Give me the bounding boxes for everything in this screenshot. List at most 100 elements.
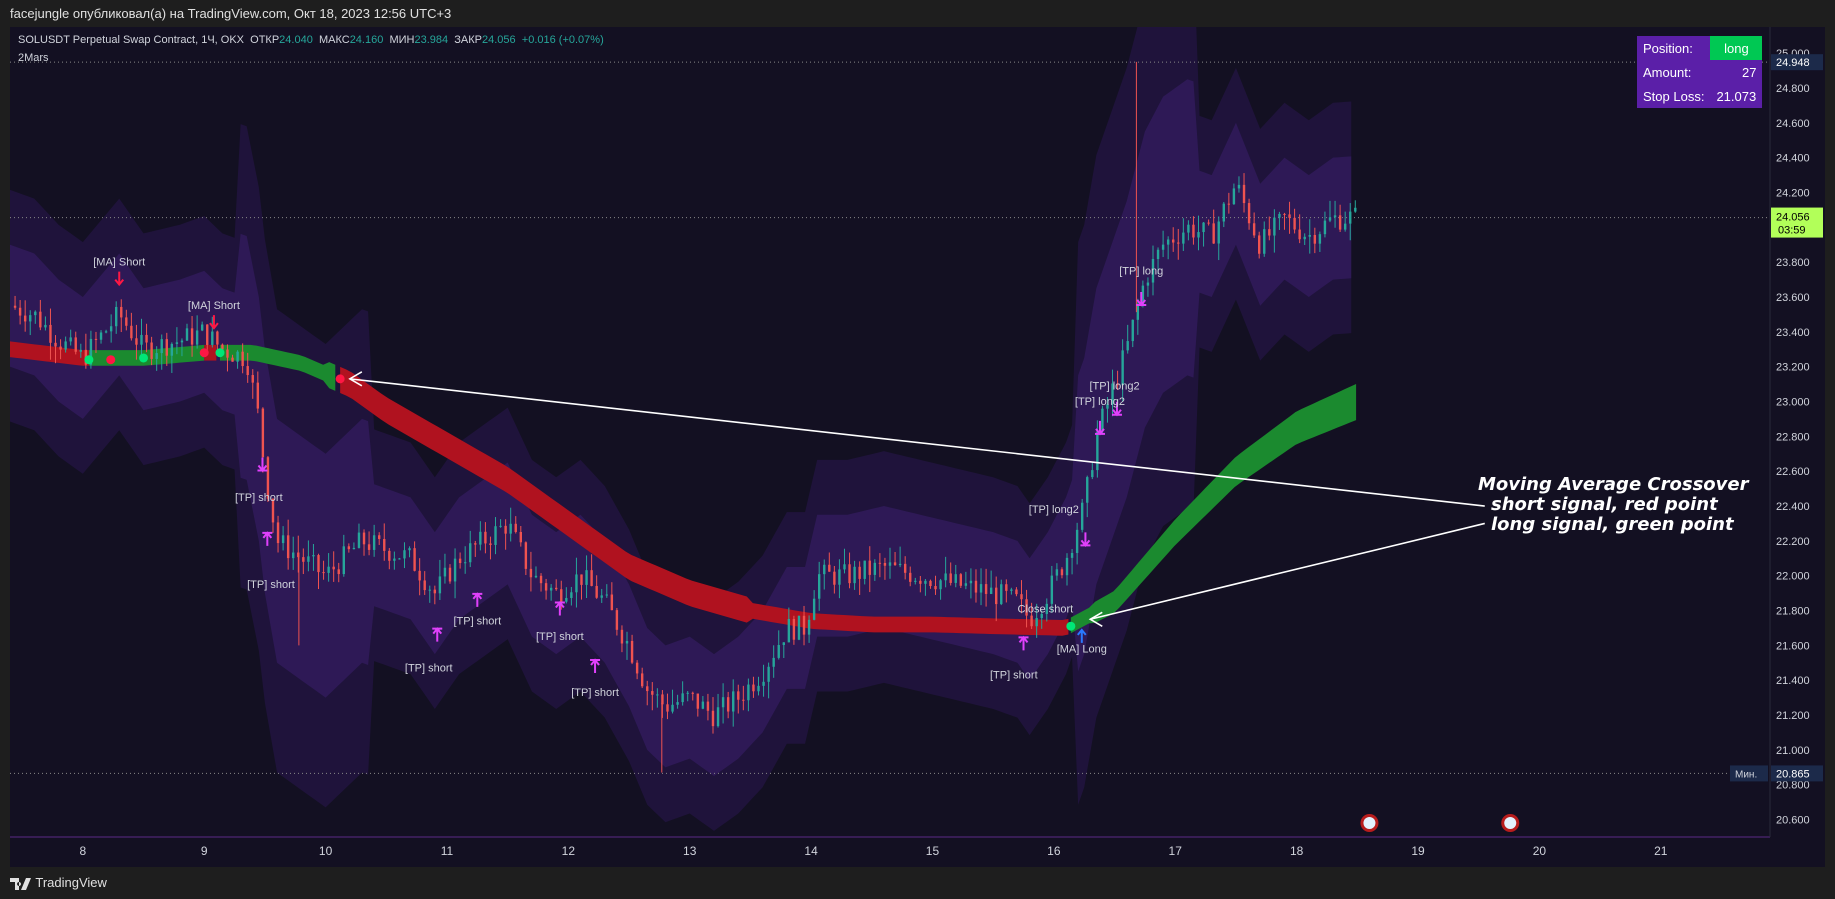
take-profit-marker[interactable] [1094,420,1105,436]
candle [802,605,806,646]
take-profit-marker[interactable] [262,531,273,546]
candle-body [671,704,674,712]
candle [1065,553,1069,586]
candle-body [302,557,305,562]
candle-body [706,701,710,711]
candle [458,552,462,569]
tradingview-logo[interactable]: TradingView [10,867,107,899]
candle-body [1172,239,1175,243]
candle-body [423,580,426,591]
candle [732,679,735,727]
take-profit-marker[interactable] [590,658,601,674]
candle [909,566,912,587]
candle-body [276,522,280,544]
candle [1217,216,1220,261]
candle [807,615,811,643]
candle [1075,522,1079,565]
amount-label: Amount: [1643,64,1692,80]
candle [1030,602,1033,630]
candle [661,690,664,718]
candle-body [89,338,93,365]
candle-body [1060,569,1064,576]
candle-body [509,523,512,534]
candle [120,299,123,333]
ma-short-signal-point[interactable] [106,355,116,365]
take-profit-marker[interactable] [1111,401,1122,417]
candle [332,551,335,582]
indicator-name[interactable]: 2Mars [18,52,49,64]
candle-body [640,673,644,687]
take-profit-marker[interactable] [257,457,268,473]
candle-body [565,597,568,602]
candle [762,664,765,697]
candle-body [1091,470,1094,478]
take-profit-marker[interactable] [554,600,565,616]
candle [747,678,750,712]
candle-body [676,702,679,705]
y-tick-label: 22.000 [1776,571,1810,583]
chart-area[interactable]: [MA] Short [MA] Short [TP] short [TP] short… [10,0,1825,867]
candle [888,547,892,579]
x-tick-label: 20 [1533,844,1547,858]
candle-body [413,548,416,571]
take-profit-marker[interactable] [1018,635,1029,651]
candle-body [1045,603,1048,614]
price-chart[interactable]: [MA] Short [MA] Short [TP] short [TP] short… [10,0,1825,867]
ma-long-signal-point[interactable] [215,348,225,358]
candle-body [661,694,664,705]
candle-body [625,640,629,644]
low-marker-label-bg [1730,765,1768,782]
candle-body [1055,569,1059,576]
candle-body [1080,502,1084,530]
ma-short-signal-point[interactable] [335,374,345,384]
candle [934,575,937,595]
ma-short-signal-point[interactable] [199,348,209,358]
candle-body [256,382,260,409]
candle-body [1273,217,1276,236]
close-label: ЗАКР [454,34,482,46]
candle [858,561,861,595]
candle-body [49,324,52,343]
candle-body [433,589,437,594]
short-entry-arrow[interactable] [209,315,219,330]
candle-body [979,584,983,593]
candle-body [428,589,431,591]
candle [1283,212,1286,230]
candle-body [372,535,376,550]
candle-body [1030,615,1033,627]
candle [115,301,118,334]
candle-body [236,351,239,362]
candle-body [995,587,998,605]
take-profit-marker[interactable] [432,627,443,642]
candle-body [610,594,614,611]
candle-body [1192,224,1195,238]
candle-body [322,572,325,574]
candle-body [747,684,750,701]
candle [499,519,502,528]
candle-body [1303,236,1306,240]
ma-long-signal-point[interactable] [84,355,94,365]
candle [79,343,83,358]
candle-body [792,618,796,640]
candle-body [605,594,608,596]
ma-long-signal-point[interactable] [139,353,149,363]
candle [1232,183,1236,205]
take-profit-marker[interactable] [472,592,483,607]
long-entry-arrow[interactable] [1076,628,1087,643]
candle [605,584,608,598]
annotation-line-1: Moving Average Crossover [1478,474,1749,495]
candle [236,350,239,369]
ma-long-signal-point[interactable] [1066,621,1076,631]
short-entry-arrow[interactable] [114,271,125,287]
candle-body [448,567,452,582]
candle-body [646,686,649,692]
candle-body [853,566,856,584]
candle-body [1318,234,1322,244]
candle [640,667,644,689]
candle-body [443,567,447,577]
take-profit-marker[interactable] [1136,292,1147,307]
candle-body [145,334,148,343]
candle [737,684,740,714]
take-profit-marker[interactable] [1080,532,1091,547]
candle [1131,319,1134,348]
